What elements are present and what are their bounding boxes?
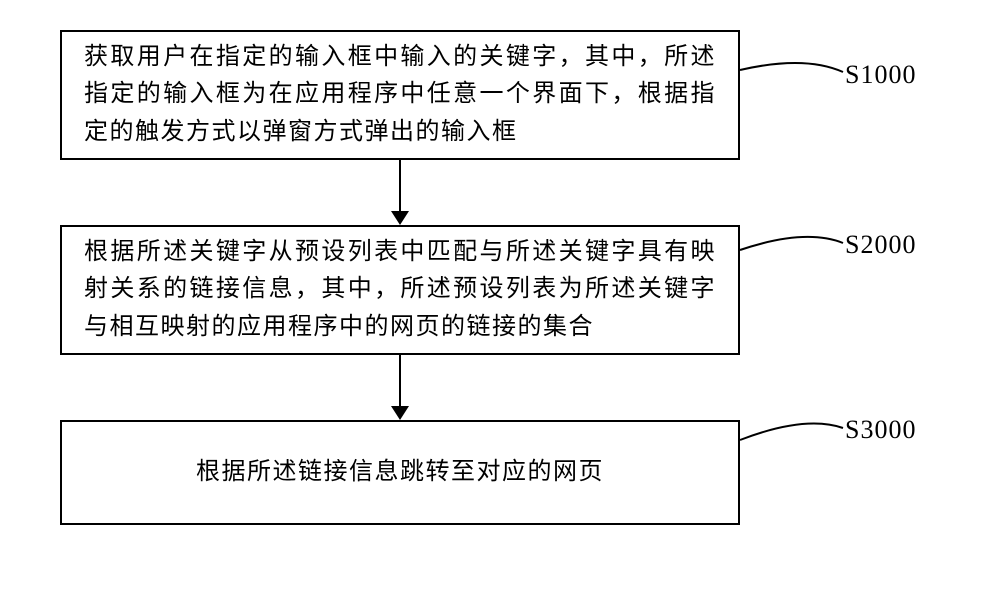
leader-to-s3000 <box>0 0 1000 590</box>
flowchart-canvas: 获取用户在指定的输入框中输入的关键字，其中，所述指定的输入框为在应用程序中任意一… <box>0 0 1000 590</box>
